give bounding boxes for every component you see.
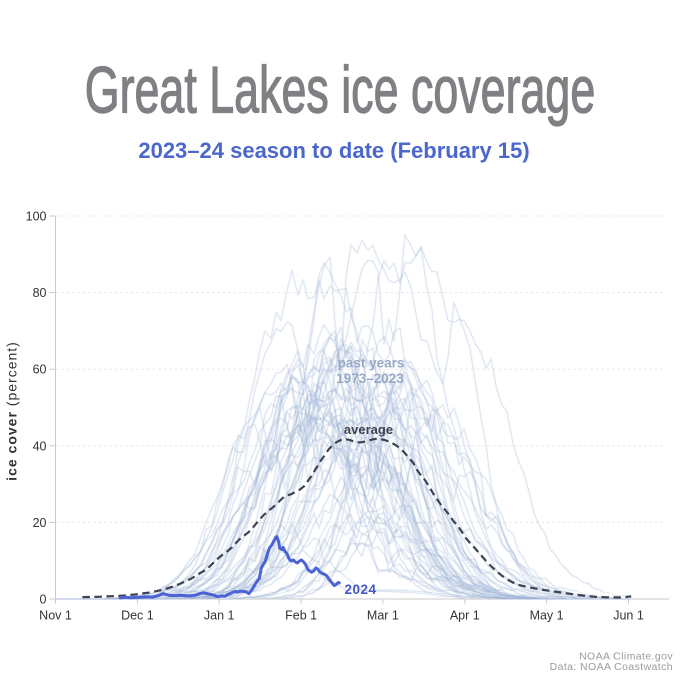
svg-text:ice cover (percent): ice cover (percent) <box>4 341 20 481</box>
svg-text:Great Lakes ice coverage: Great Lakes ice coverage <box>85 53 595 127</box>
svg-text:Dec 1: Dec 1 <box>121 609 154 623</box>
svg-text:100: 100 <box>26 210 47 224</box>
svg-text:Mar 1: Mar 1 <box>367 609 399 623</box>
svg-text:60: 60 <box>33 363 47 377</box>
svg-text:Data: NOAA Coastwatch: Data: NOAA Coastwatch <box>550 661 673 673</box>
svg-text:Jan 1: Jan 1 <box>204 609 235 623</box>
svg-text:Jun 1: Jun 1 <box>613 609 644 623</box>
svg-text:Nov 1: Nov 1 <box>39 609 72 623</box>
svg-text:May 1: May 1 <box>530 609 564 623</box>
svg-text:Apr 1: Apr 1 <box>450 609 480 623</box>
svg-text:past years: past years <box>338 356 405 371</box>
svg-text:2023–24 season to date (Februa: 2023–24 season to date (February 15) <box>138 138 529 163</box>
svg-text:average: average <box>344 422 393 437</box>
svg-text:20: 20 <box>33 516 47 530</box>
svg-text:40: 40 <box>33 439 47 453</box>
svg-text:1973–2023: 1973–2023 <box>336 371 404 386</box>
svg-text:Feb 1: Feb 1 <box>285 609 317 623</box>
svg-text:NOAA Climate.gov: NOAA Climate.gov <box>579 651 673 663</box>
svg-text:0: 0 <box>40 593 47 607</box>
svg-text:2024: 2024 <box>345 582 377 597</box>
svg-text:80: 80 <box>33 286 47 300</box>
